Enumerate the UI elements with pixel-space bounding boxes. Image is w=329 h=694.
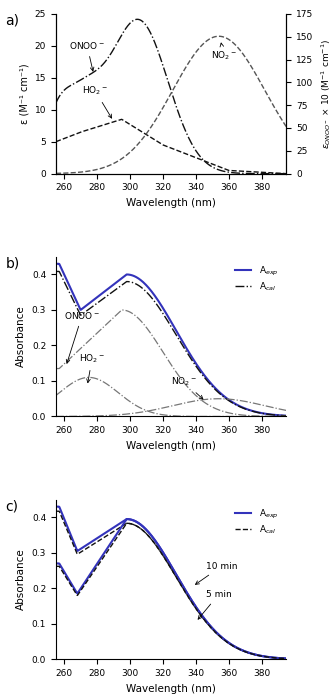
Y-axis label: ε (M⁻¹ cm⁻¹): ε (M⁻¹ cm⁻¹): [19, 63, 29, 124]
Y-axis label: $\varepsilon_{ONOO^-}$ $\times$ 10 (M$^{-1}$ cm$^{-1}$): $\varepsilon_{ONOO^-}$ $\times$ 10 (M$^{…: [319, 39, 329, 149]
Text: HO$_2$$^-$: HO$_2$$^-$: [82, 85, 112, 118]
Text: ONOO$^-$: ONOO$^-$: [64, 310, 100, 363]
Text: 10 min: 10 min: [195, 561, 237, 584]
Legend: A$_{exp}$, A$_{cal}$: A$_{exp}$, A$_{cal}$: [231, 504, 282, 540]
Text: a): a): [5, 14, 19, 28]
Text: c): c): [5, 500, 18, 514]
Text: 5 min: 5 min: [198, 590, 231, 619]
Text: HO$_2$$^-$: HO$_2$$^-$: [79, 353, 105, 382]
Text: NO$_2$$^-$: NO$_2$$^-$: [211, 43, 237, 62]
Y-axis label: Absorbance: Absorbance: [16, 548, 26, 610]
Text: NO$_2$$^-$: NO$_2$$^-$: [171, 375, 203, 399]
X-axis label: Wavelength (nm): Wavelength (nm): [126, 441, 216, 450]
Text: ONOO$^-$: ONOO$^-$: [69, 40, 105, 71]
X-axis label: Wavelength (nm): Wavelength (nm): [126, 684, 216, 693]
Y-axis label: Absorbance: Absorbance: [16, 306, 26, 367]
Legend: A$_{exp}$, A$_{cal}$: A$_{exp}$, A$_{cal}$: [231, 261, 282, 297]
Text: b): b): [5, 257, 19, 271]
X-axis label: Wavelength (nm): Wavelength (nm): [126, 198, 216, 208]
